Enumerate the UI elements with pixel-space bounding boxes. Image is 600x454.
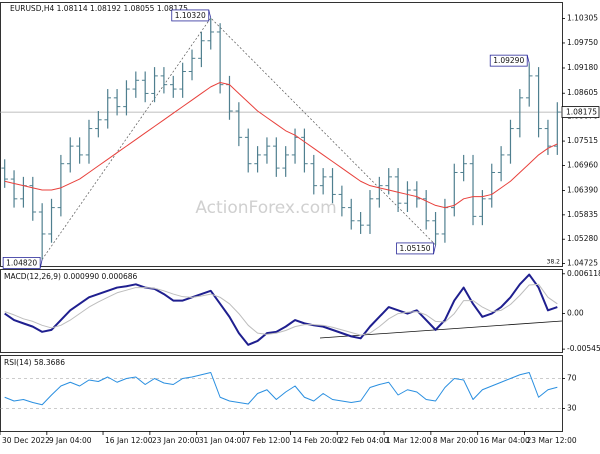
watermark: ActionForex.com xyxy=(195,198,336,218)
line-series xyxy=(4,283,558,336)
y-tick-label: 1.04725 xyxy=(567,259,598,268)
price-label-leader xyxy=(39,259,43,269)
last-price-label: 1.08175 xyxy=(566,108,597,117)
rsi-panel xyxy=(0,355,563,432)
x-tick-label: 9 Jan 04:00 xyxy=(49,436,92,445)
price-panel xyxy=(0,2,563,267)
x-tick-label: 1 Mar 12:00 xyxy=(386,436,432,445)
y-tick-label: 1.07515 xyxy=(567,136,598,145)
x-tick-label: 8 Mar 20:00 xyxy=(433,436,479,445)
price-label-leader xyxy=(526,55,530,64)
price-label: 1.09290 xyxy=(493,56,524,65)
y-tick-label: 70 xyxy=(567,374,577,383)
y-tick-label: 1.06960 xyxy=(567,160,598,169)
x-tick-label: 23 Jan 20:00 xyxy=(152,436,200,445)
price-label-leader xyxy=(208,9,212,19)
x-tick-label: 31 Jan 04:00 xyxy=(199,436,247,445)
line-series xyxy=(4,81,558,209)
x-tick-label: 16 Jan 12:00 xyxy=(105,436,153,445)
rsi-title: RSI(14) 58.3686 xyxy=(4,358,65,367)
last-price-box xyxy=(561,106,600,119)
x-tick-label: 7 Feb 12:00 xyxy=(246,436,291,445)
line-series xyxy=(4,273,558,346)
price-label-leader xyxy=(433,244,436,255)
y-tick-label: 1.06390 xyxy=(567,185,598,194)
y-tick-label: 1.09180 xyxy=(567,63,598,72)
price-label: 1.04820 xyxy=(6,258,37,267)
y-tick-label: 1.10305 xyxy=(567,14,598,23)
price-label-box xyxy=(489,54,528,67)
x-tick-label: 22 Feb 04:00 xyxy=(339,436,388,445)
chart-title: EURUSD,H4 1.08114 1.08192 1.08055 1.0817… xyxy=(10,4,188,13)
y-tick-label: 1.05835 xyxy=(567,210,598,219)
price-label: 1.10320 xyxy=(175,11,206,20)
macd-title: MACD(12,26,9) 0.000990 0.000686 xyxy=(4,272,138,281)
price-label-box xyxy=(2,257,41,269)
fib-note: 38.2 xyxy=(547,259,561,266)
x-tick-label: 16 Mar 04:00 xyxy=(480,436,530,445)
price-label-box xyxy=(396,242,434,255)
price-label-box xyxy=(171,9,210,22)
x-tick-label: 23 Mar 12:00 xyxy=(527,436,577,445)
y-tick-label: 1.08605 xyxy=(567,88,598,97)
y-tick-label: 1.09750 xyxy=(567,38,598,47)
y-tick-label: 1.05280 xyxy=(567,234,598,243)
price-label: 1.05150 xyxy=(400,244,431,253)
y-tick-label: 30 xyxy=(567,404,577,413)
line-series xyxy=(4,372,558,406)
macd-panel xyxy=(0,269,563,353)
y-tick-label: 0.006118 xyxy=(567,269,600,278)
x-tick-label: 30 Dec 2022 xyxy=(2,436,50,445)
x-tick-label: 14 Feb 20:00 xyxy=(292,436,341,445)
y-tick-label: -0.005458 xyxy=(567,344,600,353)
y-tick-label: 0.00 xyxy=(567,309,584,318)
